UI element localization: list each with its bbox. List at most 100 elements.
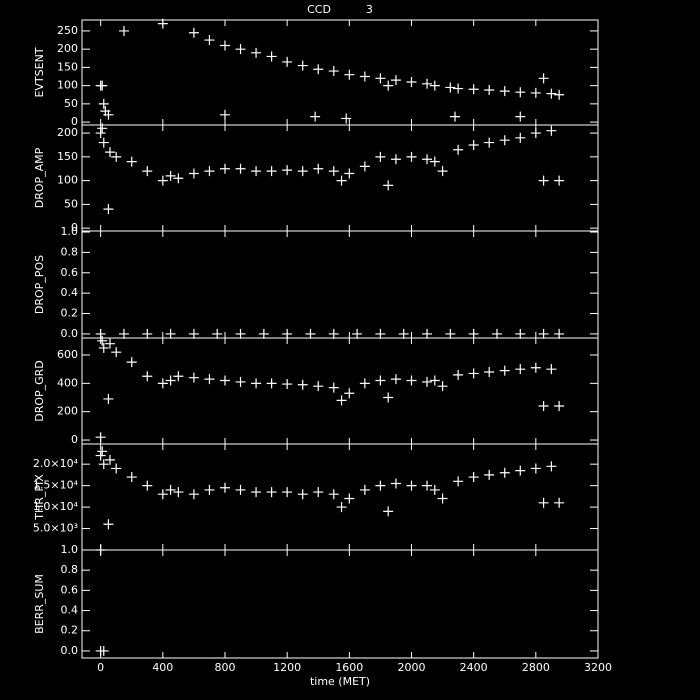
- data-point: [344, 388, 355, 399]
- data-point: [383, 80, 394, 91]
- y-tick-label: 150: [57, 150, 78, 163]
- data-point: [352, 328, 363, 339]
- data-point: [142, 371, 153, 382]
- data-point: [390, 154, 401, 165]
- data-point: [305, 328, 316, 339]
- data-point: [375, 480, 386, 491]
- data-point: [546, 364, 557, 375]
- data-point: [258, 328, 269, 339]
- y-tick-label: 600: [57, 348, 78, 361]
- data-point: [97, 123, 108, 134]
- y-tick-label: 1.0×10⁴: [33, 500, 79, 513]
- data-point: [453, 83, 464, 94]
- data-point: [437, 381, 448, 392]
- data-point: [219, 163, 230, 174]
- y-tick-label: 100: [57, 174, 78, 187]
- data-point: [103, 519, 114, 530]
- data-point: [530, 87, 541, 98]
- data-point: [429, 484, 440, 495]
- data-point: [266, 487, 277, 498]
- y-tick-label: 0: [71, 433, 78, 446]
- data-point: [157, 489, 168, 500]
- y-tick-label: 0.8: [61, 563, 79, 576]
- data-point: [142, 166, 153, 177]
- data-point: [165, 484, 176, 495]
- data-point: [173, 173, 184, 184]
- data-point: [453, 144, 464, 155]
- data-point: [406, 375, 417, 386]
- data-point: [251, 166, 262, 177]
- data-point: [468, 84, 479, 95]
- data-point: [538, 73, 549, 84]
- data-point: [538, 401, 549, 412]
- data-point: [235, 163, 246, 174]
- plot-frame: [81, 443, 599, 551]
- x-tick-label: 1600: [335, 661, 363, 674]
- y-tick-label: 1.0: [61, 543, 79, 556]
- x-tick-label: 2400: [460, 661, 488, 674]
- y-axis-label: THR_PIX: [33, 474, 46, 521]
- chart-title: CCD 3: [307, 3, 373, 16]
- y-tick-label: 0.4: [61, 286, 79, 299]
- data-point: [453, 369, 464, 380]
- plot-frame: [81, 337, 599, 445]
- data-point: [484, 85, 495, 95]
- data-point: [546, 125, 557, 136]
- data-point: [204, 374, 215, 385]
- data-point: [484, 367, 495, 378]
- y-tick-label: 50: [64, 97, 78, 110]
- data-point: [235, 484, 246, 495]
- data-point: [499, 86, 510, 97]
- data-point: [157, 18, 168, 29]
- data-point: [297, 60, 308, 71]
- data-point: [445, 328, 456, 339]
- data-point: [103, 109, 114, 120]
- data-point: [103, 204, 114, 215]
- data-point: [341, 113, 352, 124]
- data-point: [554, 401, 565, 412]
- y-tick-label: 250: [57, 24, 78, 37]
- data-point: [103, 393, 114, 404]
- data-point: [95, 545, 106, 555]
- data-point: [235, 44, 246, 55]
- data-point: [422, 480, 433, 491]
- data-point: [313, 64, 324, 75]
- data-point: [95, 328, 106, 339]
- data-point: [468, 328, 479, 339]
- data-point: [219, 375, 230, 386]
- data-point: [336, 395, 347, 406]
- data-point: [344, 69, 355, 80]
- data-point: [310, 111, 321, 122]
- y-tick-label: 2.0×10⁴: [33, 457, 79, 470]
- data-point: [98, 98, 109, 109]
- data-point: [383, 180, 394, 191]
- data-point: [98, 459, 109, 470]
- data-point: [546, 88, 557, 99]
- y-axis-label: DROP_POS: [33, 255, 46, 314]
- plot-frame: [81, 19, 599, 126]
- y-tick-label: 0: [71, 221, 78, 234]
- data-point: [538, 328, 549, 339]
- data-point: [429, 80, 440, 91]
- y-tick-label: 0.0: [61, 644, 79, 657]
- data-point: [165, 170, 176, 181]
- data-point: [111, 151, 122, 162]
- data-point: [515, 87, 526, 98]
- x-tick-label: 2000: [397, 661, 425, 674]
- data-point: [266, 166, 277, 177]
- data-point: [515, 364, 526, 375]
- y-tick-label: 200: [57, 42, 78, 55]
- y-tick-label: 200: [57, 405, 78, 418]
- data-point: [188, 372, 199, 383]
- y-axis-label: DROP_AMP: [33, 147, 46, 208]
- data-point: [359, 484, 370, 495]
- data-point: [212, 328, 223, 339]
- data-point: [282, 56, 293, 67]
- data-point: [359, 161, 370, 172]
- data-point: [104, 147, 115, 158]
- y-tick-label: 0.4: [61, 604, 79, 617]
- y-axis-label: DROP_GRD: [33, 360, 46, 422]
- data-point: [359, 378, 370, 389]
